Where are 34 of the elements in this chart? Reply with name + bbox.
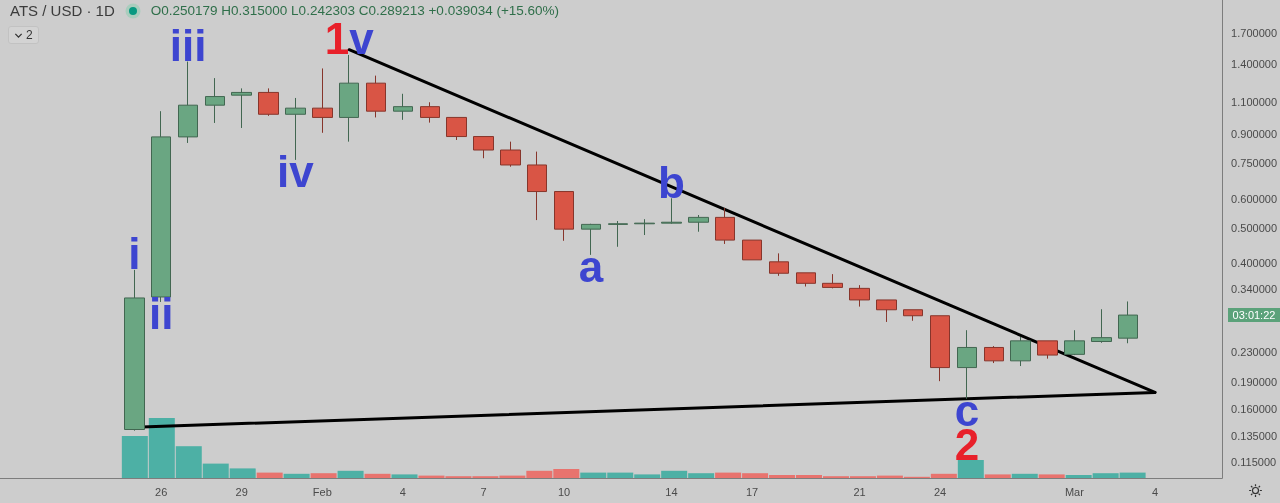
y-tick-label: 1.700000 (1231, 26, 1278, 39)
x-tick-label: 24 (933, 485, 947, 498)
y-tick-label: 0.135000 (1231, 430, 1278, 443)
annotation: a (578, 242, 604, 292)
y-tick-label: 0.115000 (1231, 455, 1277, 468)
x-tick-label: Mar (1064, 485, 1085, 498)
y-tick-label: 1.400000 (1231, 57, 1278, 70)
chart-title: ATS / USD · 1D (10, 2, 115, 19)
x-tick-label: 4 (1151, 485, 1159, 498)
annotation: i (128, 229, 141, 279)
y-tick-label: 0.500000 (1231, 221, 1278, 234)
y-tick-label: 0.340000 (1231, 283, 1278, 296)
y-tick-label: 0.900000 (1231, 128, 1278, 141)
annotation: 2 (26, 28, 33, 42)
x-tick-label: Feb (312, 485, 332, 498)
y-tick-label: 0.190000 (1231, 376, 1278, 388)
annotation: ii (148, 289, 174, 339)
y-tick-label: 0.600000 (1231, 192, 1278, 205)
x-tick-label: 17 (745, 485, 759, 498)
x-tick-label: 7 (480, 485, 487, 498)
x-tick-label: 14 (665, 485, 678, 498)
annotation: iii (169, 21, 207, 71)
y-tick-label: 0.750000 (1231, 157, 1278, 170)
x-tick-label: 10 (557, 485, 571, 498)
text: 03:01:22 (1232, 309, 1276, 322)
x-tick-label: 29 (235, 485, 248, 498)
y-tick-label: 0.160000 (1231, 403, 1278, 416)
y-tick-label: 1.100000 (1231, 96, 1278, 109)
annotation: iv (277, 147, 315, 197)
x-tick-label: 21 (853, 485, 866, 498)
y-tick-label: 0.230000 (1231, 345, 1278, 358)
x-tick-label: 4 (399, 485, 406, 498)
x-tick-label: 26 (155, 485, 168, 498)
y-tick-label: 0.400000 (1231, 257, 1278, 270)
